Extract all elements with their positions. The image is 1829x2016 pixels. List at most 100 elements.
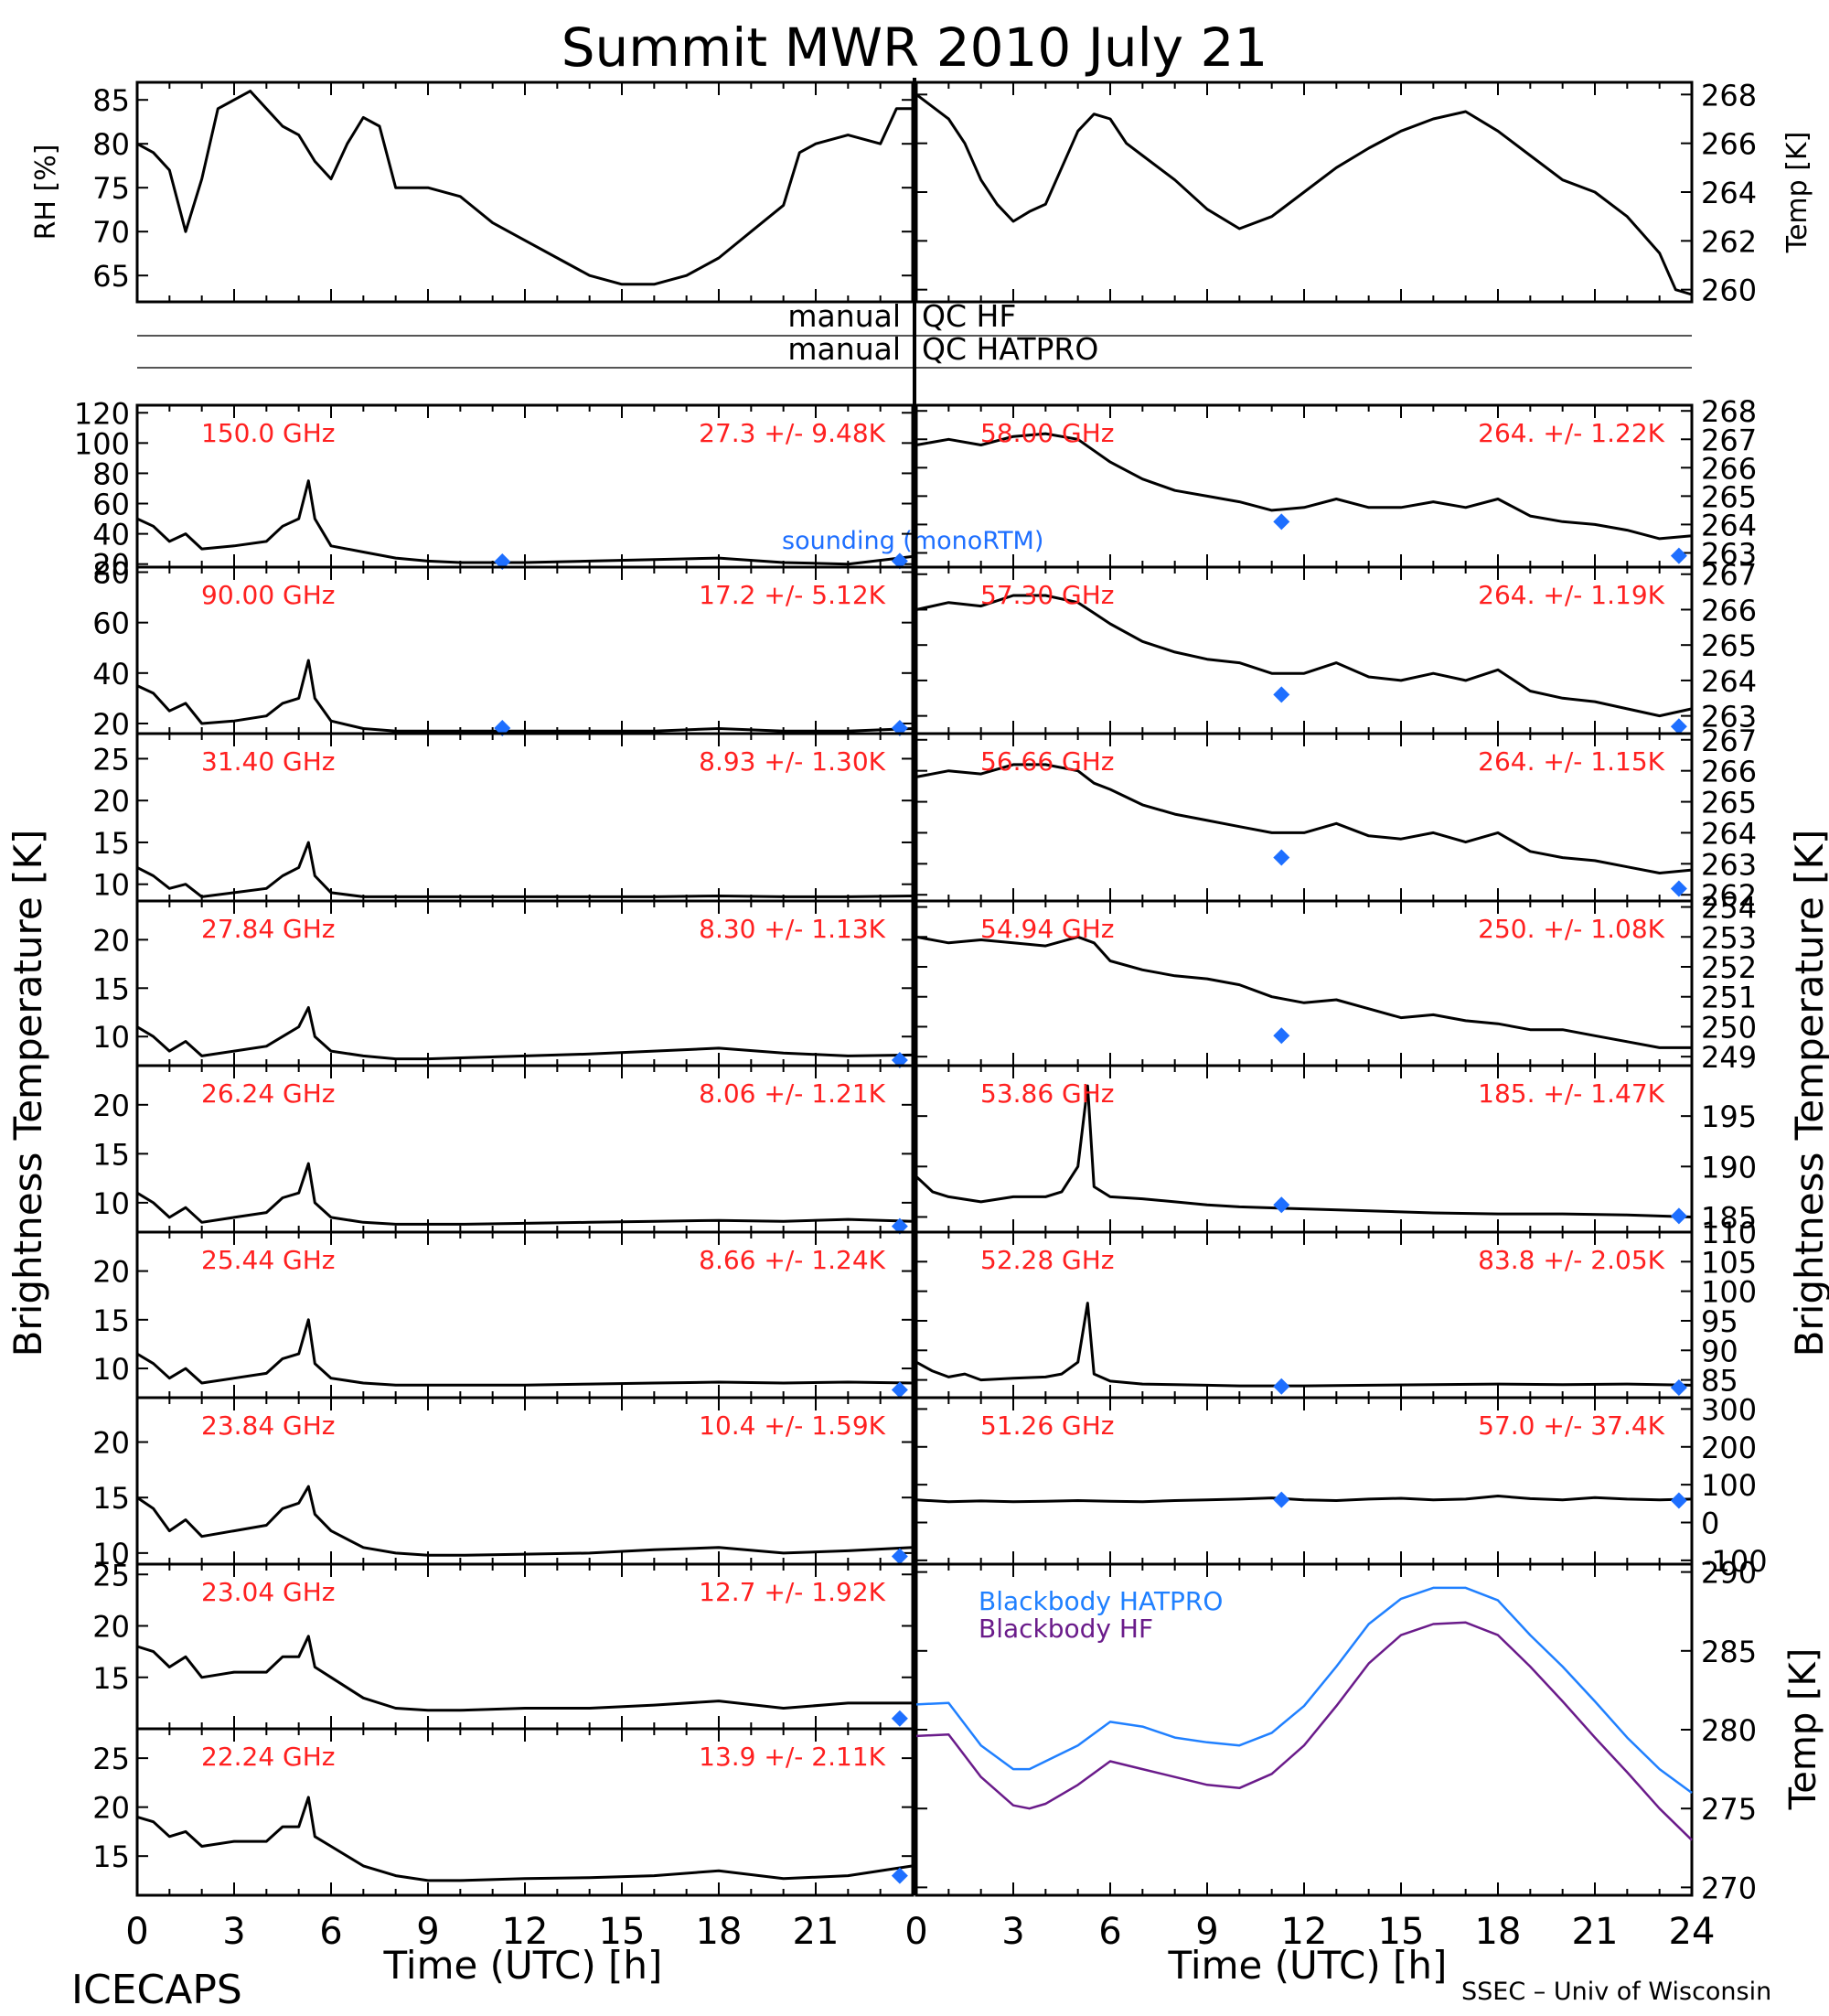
rh-ylabel: RH [%] [30,145,62,241]
data-line [136,1485,914,1557]
sounding-marker [1670,1207,1687,1225]
data-line [136,1318,914,1387]
frequency-label: 23.04 GHz [201,1577,336,1607]
y-tick-label: 250 [1701,1010,1757,1045]
y-tick-label: 290 [1701,1556,1757,1591]
y-tick-label: 80 [92,456,130,491]
y-tick-label: 95 [1701,1304,1738,1339]
sounding-marker [1273,1491,1290,1508]
sounding-marker [1670,718,1687,735]
y-tick-label: 25 [92,742,130,777]
y-tick-label: 263 [1701,536,1757,571]
y-tick-label: 268 [1701,394,1757,429]
x-tick-label: 9 [1195,1911,1218,1953]
figure-title: Summit MWR 2010 July 21 [562,16,1268,79]
y-tick-label: 285 [1701,1635,1757,1669]
data-line [915,1302,1693,1388]
y-tick-label: 105 [1701,1245,1757,1280]
qc-row-hf: manual QC HF [787,298,1016,334]
frequency-label: 57.30 GHz [980,580,1115,610]
panel-left-27: 10 15 20 27.84 GHz 8.30 +/- 1.13K [92,899,914,1068]
stats-label: 264. +/- 1.15K [1478,746,1664,777]
y-tick-label: 15 [92,826,130,861]
frequency-label: 27.84 GHz [201,914,336,944]
x-tick-label: 3 [1001,1911,1024,1953]
panel-left-23-84: 10 15 20 23.84 GHz 10.4 +/- 1.59K [92,1396,914,1571]
sounding-marker [1670,880,1687,897]
stats-label: 10.4 +/- 1.59K [699,1410,885,1441]
left-ylabel: Brightness Temperature [K] [5,830,50,1357]
y-tick-label: 267 [1701,423,1757,457]
panel-left-90: 20 40 60 80 90.00 GHz 17.2 +/- 5.12K [92,556,914,742]
y-tick-label: 85 [1701,1364,1738,1399]
data-line [915,935,1692,1049]
y-tick-label: 10 [92,868,130,903]
xlabel-left: Time (UTC) [h] [383,1943,663,1988]
qc-hatpro-right-label: QC HATPRO [922,331,1098,367]
y-tick-label: 195 [1701,1099,1757,1134]
y-tick-label: 15 [92,1839,130,1874]
y-tick-label: 10 [92,1020,130,1055]
y-tick-label: 40 [92,518,130,552]
y-tick-label: 15 [92,1481,130,1516]
stats-label: 250. +/- 1.08K [1478,914,1664,944]
sounding-marker [891,1710,908,1727]
sounding-marker [1670,1379,1687,1397]
y-tick-label: 266 [1701,755,1757,789]
y-tick-label: 40 [92,657,130,692]
data-line [915,432,1693,541]
y-tick-label: 15 [92,1137,130,1172]
sounding-marker [1273,849,1290,866]
panel-left-23-04: 15 20 25 23.04 GHz 12.7 +/- 1.92K [92,1558,914,1731]
y-tick-label: 15 [92,1303,130,1338]
x-tick-label: 15 [599,1911,646,1953]
y-tick-label: 100 [1701,1468,1757,1503]
footer-left: ICECAPS [71,1967,242,2012]
y-tick-label: 266 [1701,127,1757,162]
stats-label: 8.06 +/- 1.21K [699,1078,885,1109]
y-tick-label: 260 [1701,273,1757,308]
y-tick-label: 75 [92,171,130,206]
y-tick-label: 264 [1701,176,1757,210]
y-tick-label: 264 [1701,664,1757,699]
y-tick-label: 266 [1701,451,1757,486]
stats-label: 185. +/- 1.47K [1478,1078,1664,1109]
frequency-label: 25.44 GHz [201,1245,336,1275]
y-tick-label: 80 [92,556,130,591]
y-tick-label: 190 [1701,1150,1757,1185]
sounding-marker [891,1381,908,1399]
legend-entry: Blackbody HF [979,1614,1153,1644]
frequency-label: 56.66 GHz [980,746,1115,777]
data-line [136,659,914,733]
qc-row-hatpro: manual QC HATPRO [787,331,1098,367]
y-tick-label: 100 [1701,1275,1757,1310]
data-line [136,1796,914,1882]
panel-left-25: 10 15 20 25.44 GHz 8.66 +/- 1.24K [92,1230,914,1399]
series-line [915,1586,1693,1795]
y-tick-label: 300 [1701,1392,1757,1427]
y-tick-label: 120 [74,396,130,431]
y-tick-label: -100 [1701,1544,1768,1579]
panel-rh: 65 70 75 80 85 RH [%] [30,80,914,304]
panel-blackbody: 270 275 280 285 290 Blackbody HATPROBlackbody… [914,1556,1757,1905]
sounding-marker [1273,1378,1290,1395]
y-tick-label: 10 [92,1352,130,1387]
x-tick-label: 21 [793,1911,840,1953]
x-tick-label: 12 [1281,1911,1328,1953]
stats-label: 8.66 +/- 1.24K [699,1245,885,1275]
series-line [915,1621,1693,1841]
y-tick-label: 20 [92,1426,130,1461]
x-tick-label: 12 [502,1911,549,1953]
x-tick-label: 6 [1098,1911,1121,1953]
data-line [136,1006,914,1061]
x-tick-label: 0 [904,1911,927,1953]
y-tick-label: 185 [1701,1200,1757,1235]
x-tick-label: 21 [1572,1911,1619,1953]
frequency-label: 26.24 GHz [201,1078,336,1109]
sounding-marker [1273,1027,1290,1045]
data-line [136,1635,913,1712]
